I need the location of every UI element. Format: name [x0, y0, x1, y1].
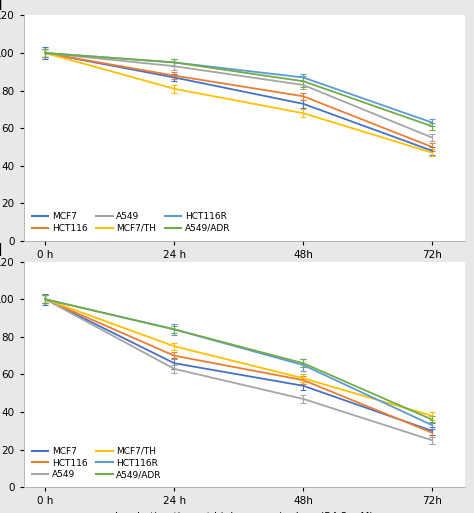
Legend: MCF7, HCT116, A549, MCF7/TH, HCT116R, A549/ADR: MCF7, HCT116, A549, MCF7/TH, HCT116R, A5…: [28, 443, 165, 483]
X-axis label: Incubation time at low curcumin dose (2.7 μM): Incubation time at low curcumin dose (2.…: [122, 266, 366, 275]
Legend: MCF7, HCT116, A549, MCF7/TH, HCT116R, A549/ADR: MCF7, HCT116, A549, MCF7/TH, HCT116R, A5…: [28, 209, 234, 236]
X-axis label: Incubation time at high curcumin dose (54.3  μM): Incubation time at high curcumin dose (5…: [115, 512, 374, 513]
Text: [A]: [A]: [0, 0, 3, 11]
Text: [B]: [B]: [0, 243, 3, 257]
